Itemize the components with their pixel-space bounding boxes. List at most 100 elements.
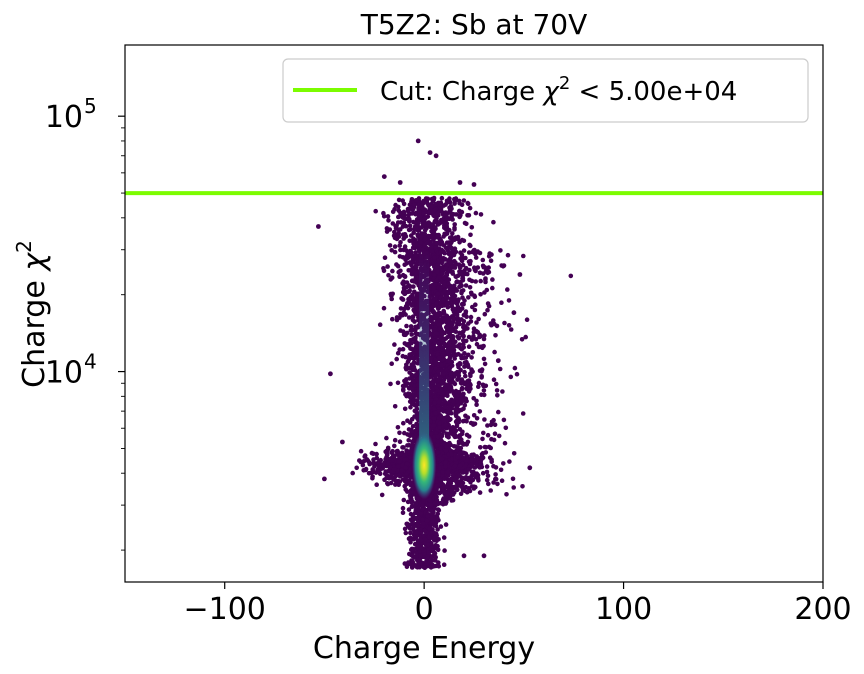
scatter-point	[414, 421, 419, 427]
scatter-point	[490, 285, 495, 291]
scatter-point	[472, 265, 477, 271]
scatter-point	[400, 383, 406, 389]
scatter-point	[400, 477, 406, 482]
scatter-point	[455, 236, 461, 242]
scatter-point	[414, 496, 420, 501]
scatter-point	[471, 472, 477, 478]
scatter-point	[443, 294, 449, 300]
scatter-point	[471, 333, 476, 339]
scatter-point	[449, 349, 454, 354]
scatter-point	[504, 492, 509, 497]
scatter-point	[523, 334, 528, 340]
scatter-point	[470, 461, 475, 467]
scatter-point	[385, 445, 391, 451]
scatter-point	[470, 304, 475, 310]
scatter-point	[460, 450, 465, 455]
scatter-point	[410, 292, 415, 298]
scatter-point	[409, 442, 415, 448]
scatter-point	[435, 258, 441, 264]
x-tick-label: 100	[595, 592, 652, 627]
scatter-point	[367, 460, 372, 465]
scatter-point	[407, 479, 412, 485]
scatter-point	[495, 481, 500, 487]
scatter-point	[453, 419, 459, 425]
scatter-point	[430, 380, 436, 385]
scatter-point	[438, 524, 444, 529]
scatter-point	[396, 214, 401, 220]
scatter-point	[457, 463, 463, 468]
scatter-point	[442, 476, 447, 482]
scatter-point	[435, 210, 441, 216]
scatter-point	[452, 222, 458, 227]
scatter-point	[480, 436, 485, 442]
scatter-point	[422, 236, 428, 242]
scatter-point	[432, 213, 437, 219]
scatter-point	[461, 322, 466, 328]
scatter-point	[350, 470, 356, 476]
scatter-point	[434, 301, 439, 306]
scatter-point	[373, 441, 378, 447]
scatter-point	[443, 422, 449, 428]
scatter-point	[448, 370, 454, 376]
scatter-point	[447, 440, 452, 446]
scatter-point	[440, 297, 446, 303]
scatter-point	[476, 380, 482, 386]
scatter-point	[409, 372, 415, 378]
scatter-point	[431, 416, 437, 421]
scatter-point	[458, 491, 464, 497]
scatter-point	[400, 224, 406, 229]
scatter-point	[435, 443, 441, 448]
scatter-point	[429, 249, 435, 254]
scatter-point	[392, 404, 398, 409]
scatter-point	[421, 216, 427, 221]
scatter-point	[439, 456, 445, 462]
outlier-point	[511, 310, 517, 316]
scatter-point	[464, 314, 469, 320]
scatter-point	[360, 462, 366, 468]
scatter-point	[443, 202, 448, 207]
scatter-point	[455, 403, 460, 409]
scatter-point	[470, 369, 475, 374]
y-axis-label: Charge χ2	[12, 240, 52, 388]
scatter-point	[447, 488, 453, 493]
scatter-point	[446, 376, 452, 382]
scatter-point	[392, 249, 398, 255]
scatter-point	[441, 496, 446, 501]
scatter-point	[404, 362, 409, 368]
scatter-point	[479, 392, 484, 398]
scatter-point	[502, 320, 507, 326]
outlier-point	[397, 180, 403, 185]
scatter-point	[433, 373, 439, 379]
scatter-point	[501, 417, 507, 423]
scatter-point	[443, 501, 449, 506]
scatter-point	[463, 309, 469, 314]
scatter-point	[511, 485, 516, 490]
scatter-point	[394, 315, 400, 320]
scatter-point	[432, 225, 438, 230]
scatter-point	[384, 435, 389, 441]
scatter-point	[491, 318, 496, 323]
scatter-point	[397, 274, 403, 279]
scatter-point	[439, 217, 444, 223]
scatter-point	[438, 206, 444, 211]
scatter-point	[495, 393, 500, 398]
scatter-point	[432, 550, 437, 556]
scatter-point	[432, 400, 438, 406]
scatter-point	[421, 233, 427, 238]
scatter-point	[478, 445, 483, 450]
scatter-point	[459, 387, 465, 392]
scatter-point	[410, 265, 415, 271]
scatter-point	[383, 449, 389, 455]
scatter-point	[433, 234, 439, 240]
legend: Cut: Charge χ2 < 5.00e+04	[282, 58, 809, 123]
scatter-point	[436, 507, 442, 513]
scatter-point	[491, 437, 497, 443]
scatter-point	[459, 484, 465, 490]
scatter-point	[410, 351, 416, 356]
scatter-point	[468, 319, 474, 324]
scatter-point	[445, 228, 451, 234]
scatter-point	[443, 522, 449, 527]
scatter-point	[389, 361, 395, 367]
scatter-point	[409, 303, 415, 308]
scatter-point	[448, 260, 454, 266]
